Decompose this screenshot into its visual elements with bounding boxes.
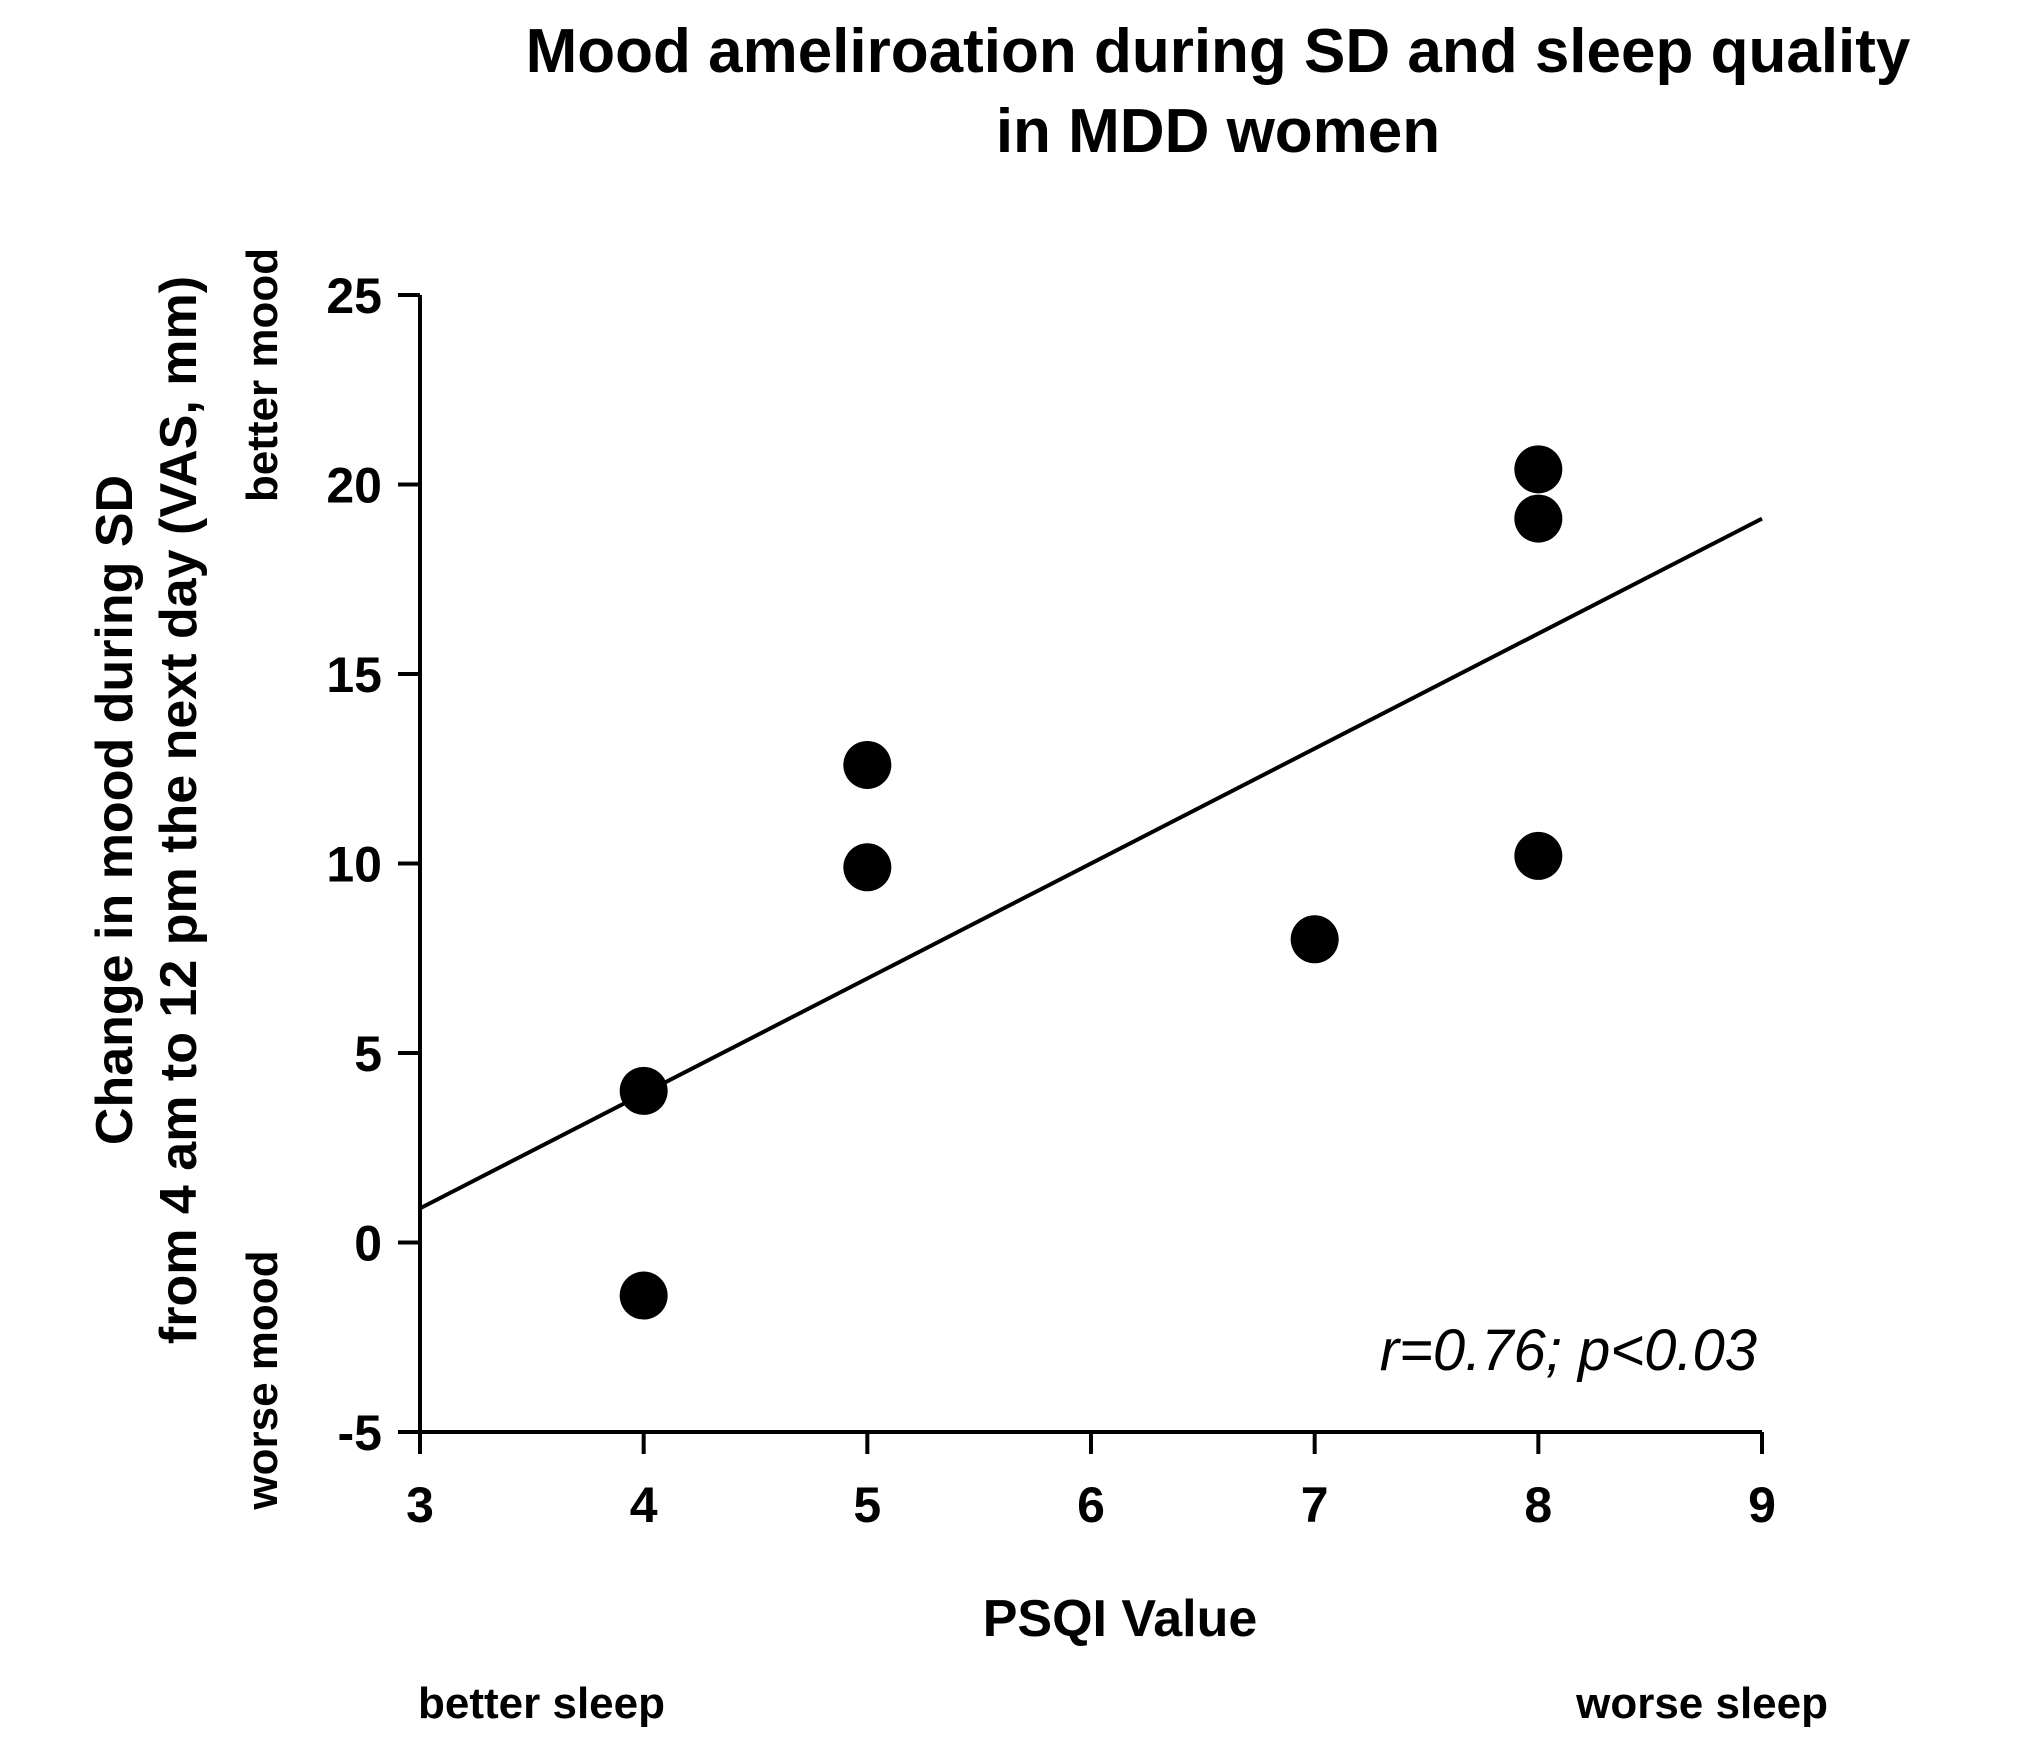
x-tick-label: 7	[1301, 1477, 1329, 1533]
data-point	[843, 740, 892, 789]
worse-mood-label: worse mood	[238, 1250, 287, 1510]
data-point	[1290, 915, 1339, 964]
x-tick-label: 8	[1524, 1477, 1552, 1533]
y-axis-label-line-2: from 4 am to 12 pm the next day (VAS, mm…	[150, 276, 208, 1344]
data-points	[619, 445, 1563, 1320]
plot-area: -5 0 5 10 15 20 25 3 4 5 6 7 8 9	[326, 268, 1776, 1533]
y-tick-label: 25	[326, 268, 382, 324]
data-point	[1514, 445, 1563, 494]
data-point	[619, 1066, 668, 1115]
x-axis-label: PSQI Value	[983, 1590, 1258, 1648]
y-tick-label: 15	[326, 647, 382, 703]
chart-title-line-2: in MDD women	[996, 97, 1440, 166]
data-point	[619, 1271, 668, 1320]
better-sleep-label: better sleep	[418, 1679, 665, 1728]
x-ticks: 3 4 5 6 7 8 9	[406, 1432, 1776, 1533]
x-tick-label: 4	[630, 1477, 658, 1533]
better-mood-label: better mood	[238, 248, 287, 502]
x-tick-label: 5	[853, 1477, 881, 1533]
data-point	[1514, 494, 1563, 543]
x-tick-label: 3	[406, 1477, 434, 1533]
x-tick-label: 9	[1748, 1477, 1776, 1533]
y-ticks: -5 0 5 10 15 20 25	[326, 268, 420, 1461]
x-tick-label: 6	[1077, 1477, 1105, 1533]
y-axis-label-line-1: Change in mood during SD	[86, 475, 144, 1145]
y-tick-label: 5	[354, 1026, 382, 1082]
correlation-stat: r=0.76; p<0.03	[1380, 1318, 1757, 1383]
y-tick-label: 0	[354, 1216, 382, 1272]
y-tick-label: 10	[326, 837, 382, 893]
worse-sleep-label: worse sleep	[1575, 1679, 1828, 1728]
chart-title-line-1: Mood ameliroation during SD and sleep qu…	[526, 17, 1911, 86]
chart-title: Mood ameliroation during SD and sleep qu…	[526, 17, 1911, 166]
data-point	[1514, 831, 1563, 880]
y-axis-label: Change in mood during SD from 4 am to 12…	[86, 276, 208, 1344]
data-point	[843, 843, 892, 892]
y-tick-label: -5	[338, 1405, 382, 1461]
y-tick-label: 20	[326, 458, 382, 514]
